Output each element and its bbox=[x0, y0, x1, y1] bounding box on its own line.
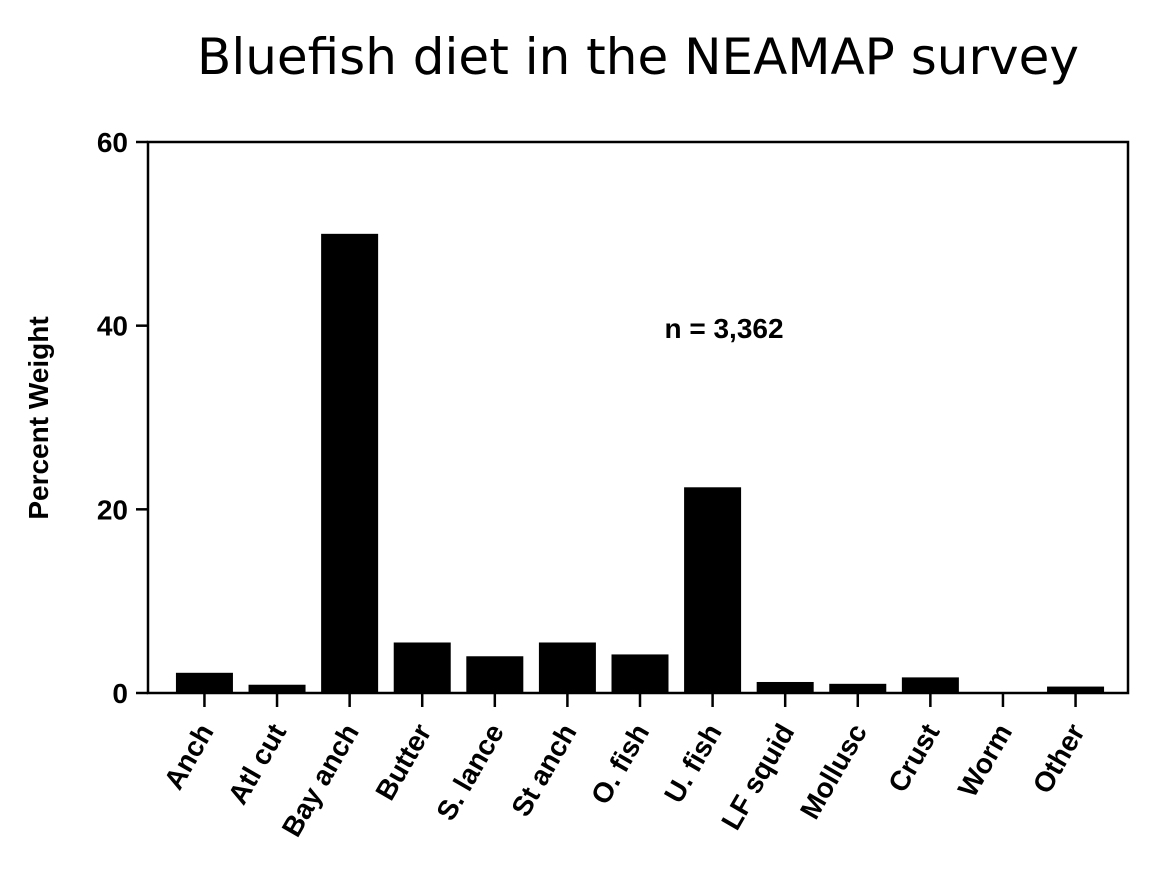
x-tick-label: Crust bbox=[882, 719, 945, 798]
x-tick-label: O. fish bbox=[585, 719, 655, 810]
bar-crust bbox=[901, 677, 959, 693]
x-tick-label: Anch bbox=[158, 719, 220, 795]
chart-title: Bluefish diet in the NEAMAP survey bbox=[197, 28, 1079, 86]
bar-o-fish bbox=[611, 654, 669, 693]
bar-st-anch bbox=[538, 642, 596, 693]
bar-lf-squid bbox=[756, 681, 814, 693]
bar-s-lance bbox=[466, 656, 524, 693]
y-tick-label: 60 bbox=[97, 127, 128, 158]
x-tick-label: Mollusc bbox=[794, 719, 873, 825]
x-tick-label: S. lance bbox=[430, 719, 510, 826]
y-tick-label: 20 bbox=[97, 494, 128, 525]
y-tick-label: 0 bbox=[112, 678, 128, 709]
bar-atl-cut bbox=[248, 684, 306, 693]
bar-mollusc bbox=[829, 683, 887, 693]
sample-size-annotation: n = 3,362 bbox=[664, 313, 783, 344]
bar-butter bbox=[393, 642, 451, 693]
y-tick-label: 40 bbox=[97, 311, 128, 342]
x-tick-label: Other bbox=[1027, 718, 1091, 798]
y-axis-label: Percent Weight bbox=[23, 316, 54, 519]
plot-frame bbox=[146, 140, 1130, 695]
x-tick-label: Butter bbox=[369, 718, 437, 805]
x-tick-label: Worm bbox=[952, 719, 1018, 803]
bar-bay-anch bbox=[321, 233, 379, 694]
x-tick-label: Atl cut bbox=[222, 719, 292, 810]
bar-anch bbox=[175, 672, 233, 693]
x-tick-label: U. fish bbox=[658, 719, 728, 809]
bar-u-fish bbox=[684, 487, 742, 693]
x-tick-label: St anch bbox=[505, 719, 582, 822]
bar-other bbox=[1047, 686, 1105, 693]
x-tick-label: LF squid bbox=[715, 719, 800, 836]
